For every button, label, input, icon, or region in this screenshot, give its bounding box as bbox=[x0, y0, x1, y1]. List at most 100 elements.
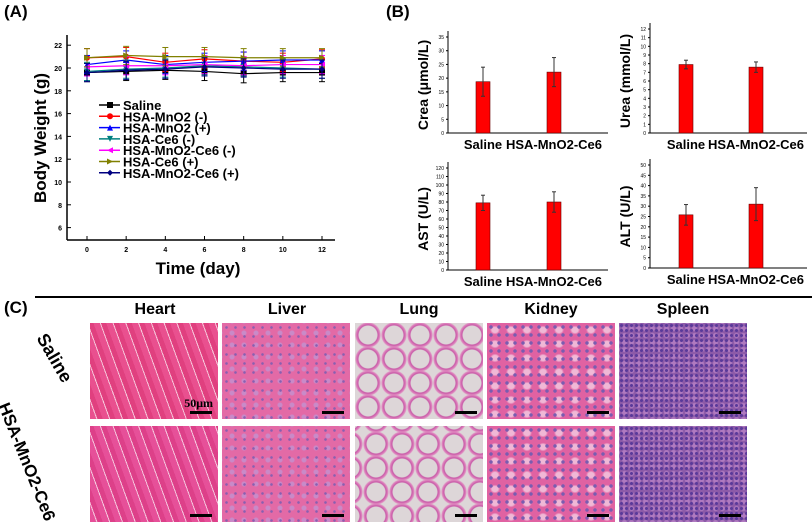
data-point bbox=[319, 54, 325, 61]
x-tick-label: 6 bbox=[203, 247, 207, 254]
data-point bbox=[319, 66, 325, 73]
scale-bar bbox=[190, 514, 212, 517]
legend-label: HSA-MnO2-Ce6 (+) bbox=[123, 166, 239, 181]
data-point bbox=[279, 66, 286, 73]
panel-label-a: (A) bbox=[4, 2, 28, 21]
y-tick-label: 10 bbox=[438, 104, 444, 110]
scale-bar bbox=[455, 514, 477, 517]
y-tick-label: 1 bbox=[643, 122, 646, 128]
category-label: HSA-MnO2-Ce6 bbox=[506, 137, 602, 152]
histology-spleen-saline bbox=[619, 323, 747, 419]
y-tick-label: 22 bbox=[54, 43, 62, 50]
data-point bbox=[162, 66, 169, 73]
col-heart: Heart bbox=[134, 301, 176, 318]
y-tick-label: 10 bbox=[438, 260, 444, 266]
category-label: Saline bbox=[464, 137, 502, 152]
histology-liver-saline bbox=[222, 323, 350, 419]
y-tick-label: 45 bbox=[640, 173, 646, 179]
y-axis-label: ALT (U/L) bbox=[617, 186, 633, 248]
y-tick-label: 10 bbox=[640, 245, 646, 251]
scale-bar bbox=[322, 514, 344, 517]
y-tick-label: 3 bbox=[643, 105, 646, 111]
histology-kidney-treated bbox=[487, 426, 615, 522]
y-tick-label: 2 bbox=[643, 114, 646, 120]
y-tick-label: 8 bbox=[58, 203, 62, 210]
scale-bar bbox=[719, 411, 741, 414]
x-tick-label: 0 bbox=[85, 247, 89, 254]
histology-lung-treated bbox=[355, 426, 483, 522]
y-tick-label: 8 bbox=[643, 62, 646, 68]
x-tick-label: 10 bbox=[279, 247, 287, 254]
y-tick-label: 18 bbox=[54, 89, 62, 96]
legend-marker bbox=[107, 147, 113, 154]
bar bbox=[678, 64, 694, 134]
y-tick-label: 12 bbox=[54, 157, 62, 164]
row-hsa-mno2-ce6: HSA-MnO2-Ce6 bbox=[0, 400, 60, 524]
legend-marker bbox=[107, 102, 113, 108]
scale-bar bbox=[455, 411, 477, 414]
col-spleen: Spleen bbox=[656, 301, 710, 318]
category-label: Saline bbox=[464, 274, 502, 289]
legend-marker bbox=[107, 169, 113, 176]
scale-bar bbox=[587, 514, 609, 517]
divider bbox=[35, 296, 812, 298]
histology-liver-treated bbox=[222, 426, 350, 522]
data-point bbox=[84, 69, 90, 76]
legend-label: HSA-MnO2-Ce6 (-) bbox=[123, 143, 236, 158]
category-label: Saline bbox=[667, 272, 705, 287]
scale-bar bbox=[322, 411, 344, 414]
y-tick-label: 0 bbox=[643, 131, 646, 137]
legend-marker bbox=[107, 158, 113, 165]
y-tick-label: 5 bbox=[643, 256, 646, 262]
panel-label-c: (C) bbox=[4, 298, 28, 317]
y-tick-label: 20 bbox=[438, 251, 444, 257]
data-point bbox=[123, 52, 130, 59]
scale-label: 50μm bbox=[184, 396, 213, 410]
y-tick-label: 5 bbox=[441, 117, 444, 123]
y-tick-label: 40 bbox=[438, 234, 444, 240]
y-tick-label: 30 bbox=[438, 49, 444, 55]
legend-label: HSA-Ce6 (-) bbox=[123, 132, 195, 147]
col-liver: Liver bbox=[267, 301, 307, 318]
y-tick-label: 25 bbox=[438, 62, 444, 68]
y-tick-label: 16 bbox=[54, 112, 62, 119]
y-tick-label: 7 bbox=[643, 70, 646, 76]
y-tick-label: 15 bbox=[438, 90, 444, 96]
y-tick-label: 30 bbox=[640, 204, 646, 210]
legend-marker bbox=[107, 135, 113, 142]
y-tick-label: 40 bbox=[640, 184, 646, 190]
x-axis-label: Time (day) bbox=[156, 259, 241, 278]
y-tick-label: 14 bbox=[54, 134, 62, 141]
y-axis-label: AST (U/L) bbox=[415, 187, 431, 251]
y-tick-label: 30 bbox=[438, 243, 444, 249]
y-tick-label: 0 bbox=[441, 131, 444, 137]
data-point bbox=[201, 63, 208, 70]
data-point bbox=[123, 67, 130, 74]
y-tick-label: 20 bbox=[438, 76, 444, 82]
col-lung: Lung bbox=[399, 301, 439, 318]
legend-label: HSA-MnO2 (-) bbox=[123, 109, 208, 124]
y-tick-label: 50 bbox=[438, 226, 444, 232]
row-saline: Saline bbox=[32, 330, 77, 386]
x-tick-label: 2 bbox=[124, 247, 128, 254]
data-point bbox=[162, 53, 169, 60]
y-tick-label: 10 bbox=[640, 44, 646, 50]
y-tick-label: 10 bbox=[54, 180, 62, 187]
y-tick-label: 20 bbox=[54, 66, 62, 73]
bar bbox=[748, 66, 764, 134]
histology-lung-saline bbox=[355, 323, 483, 419]
y-tick-label: 25 bbox=[640, 215, 646, 221]
y-tick-label: 20 bbox=[640, 225, 646, 231]
data-point bbox=[240, 65, 247, 71]
x-tick-label: 8 bbox=[242, 247, 246, 254]
y-tick-label: 35 bbox=[640, 194, 646, 200]
x-tick-label: 4 bbox=[163, 247, 167, 254]
category-label: HSA-MnO2-Ce6 bbox=[506, 274, 602, 289]
scale-bar bbox=[190, 411, 212, 414]
y-tick-label: 6 bbox=[58, 226, 62, 233]
legend-label: HSA-MnO2 (+) bbox=[123, 121, 211, 136]
y-tick-label: 0 bbox=[441, 268, 444, 274]
panel-label-b: (B) bbox=[386, 2, 410, 21]
y-tick-label: 12 bbox=[640, 27, 646, 33]
